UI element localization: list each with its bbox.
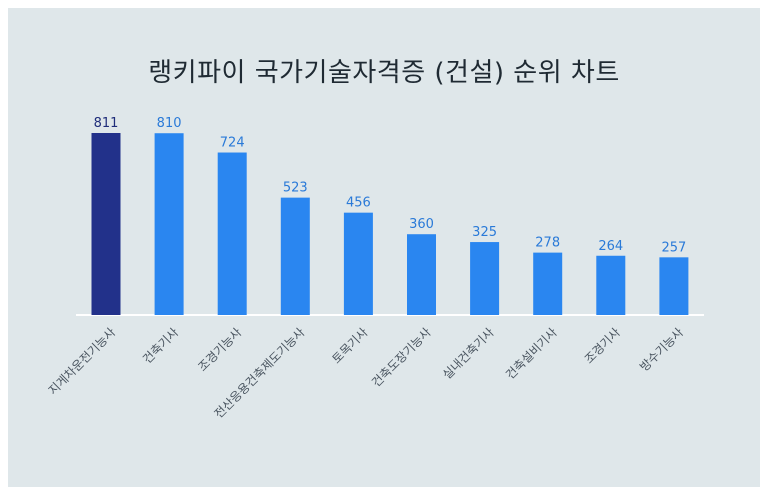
x-tick-label: 지게차운전기능사	[46, 325, 118, 397]
bar-chart: 811지게차운전기능사810건축기사724조경기능사523전산응용건축제도기능사…	[46, 116, 704, 421]
x-tick-label: 건축기사	[140, 325, 181, 366]
bar	[470, 242, 500, 315]
x-tick-label: 건축설비기사	[503, 325, 560, 382]
data-label: 523	[283, 181, 308, 196]
bar	[154, 133, 184, 315]
data-label: 724	[220, 136, 245, 151]
bar	[596, 255, 626, 315]
bar	[407, 234, 436, 315]
x-tick-label: 건축도장기능사	[369, 325, 434, 390]
x-tick-label: 조경기사	[582, 325, 623, 366]
data-label: 264	[598, 239, 623, 254]
bar	[343, 212, 373, 315]
data-label: 325	[472, 225, 497, 240]
x-tick-label: 실내건축기사	[440, 325, 497, 382]
x-tick-label: 방수기능사	[637, 325, 686, 374]
bar	[217, 152, 247, 315]
chart-card: 랭키파이 국가기술자격증 (건설) 순위 차트 811 지게차운전기능사 810 건축…	[8, 8, 760, 487]
bar	[280, 197, 310, 315]
bar	[659, 257, 689, 315]
data-label: 811	[94, 116, 119, 131]
bar	[91, 133, 121, 315]
chart-title: 랭키파이 국가기술자격증 (건설) 순위 차트	[148, 58, 620, 88]
bar	[533, 252, 563, 315]
x-tick-label: 조경기능사	[195, 325, 244, 374]
x-tick-label: 토목기사	[329, 325, 370, 366]
data-label: 810	[157, 116, 182, 131]
data-label: 278	[535, 236, 560, 251]
data-label: 360	[409, 217, 434, 232]
data-label: 456	[346, 196, 371, 211]
data-label: 257	[661, 240, 686, 255]
